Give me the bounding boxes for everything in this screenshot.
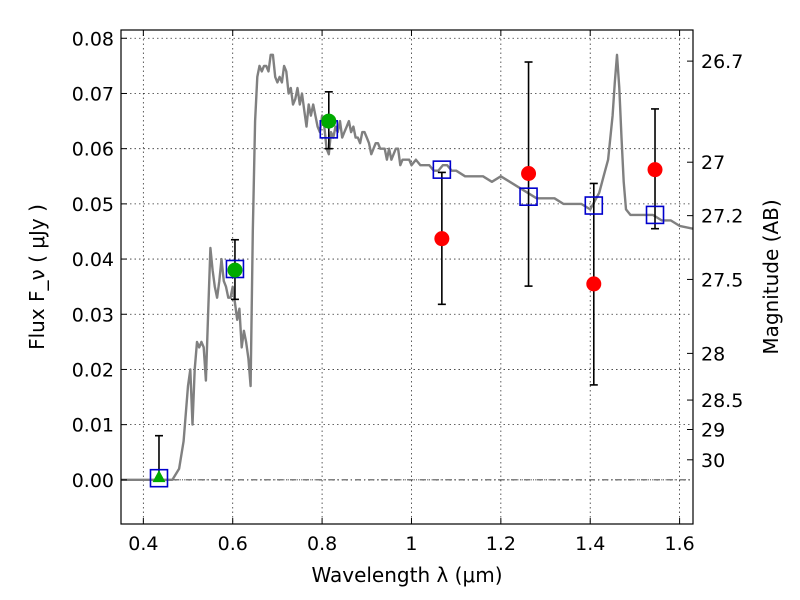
y-tick-label: 0.03	[72, 304, 114, 326]
model-band-point	[149, 468, 169, 488]
right-tick-label: 28.5	[701, 390, 743, 412]
y-tick-label: 0.00	[72, 470, 114, 492]
y-tick-label: 0.05	[72, 194, 114, 216]
green-point	[321, 113, 337, 129]
x-tick-label: 1.6	[664, 533, 694, 555]
green-point	[227, 262, 243, 278]
x-tick-label: 1	[405, 533, 417, 555]
y-tick-label: 0.07	[72, 83, 114, 105]
model-band-point	[432, 160, 452, 179]
right-tick-label: 27	[701, 152, 725, 174]
observed-point	[434, 231, 450, 247]
model-band-point	[584, 196, 604, 215]
upper-limit-point	[152, 470, 166, 483]
model-band-point	[645, 205, 665, 225]
y-tick-label: 0.06	[72, 139, 114, 161]
right-tick-label: 26.7	[701, 51, 743, 73]
plot-area	[121, 53, 693, 488]
grid-lines	[121, 30, 693, 524]
right-axis-label: Magnitude (AB)	[759, 199, 783, 354]
right-tick-label: 27.2	[701, 206, 743, 228]
x-tick-label: 0.6	[218, 533, 248, 555]
model-spectrum-line	[121, 53, 693, 481]
observed-point	[586, 276, 602, 292]
x-axis-label: Wavelength λ (μm)	[311, 563, 502, 587]
y-axis-label: Flux F_ν ( μJy )	[25, 204, 49, 350]
observed-point	[647, 162, 663, 178]
observed-point	[521, 166, 537, 182]
axis-ticks: 0.4 0.6 0.8 1 1.2 1.4 1.6 0.00 0.01 0.02 0.03 0.04 0…	[72, 28, 744, 555]
x-tick-label: 0.4	[128, 533, 158, 555]
plot-frame	[120, 29, 694, 525]
right-tick-label: 28	[701, 343, 725, 365]
x-tick-label: 1.2	[486, 533, 516, 555]
x-tick-label: 1.4	[575, 533, 605, 555]
right-tick-label: 27.5	[701, 269, 743, 291]
y-tick-label: 0.04	[72, 249, 114, 271]
right-tick-label: 29	[701, 420, 725, 442]
model-band-point	[519, 187, 538, 206]
y-tick-label: 0.02	[72, 359, 114, 381]
y-tick-label: 0.08	[72, 28, 114, 50]
y-tick-label: 0.01	[72, 415, 114, 437]
x-tick-label: 0.8	[307, 533, 337, 555]
right-tick-label: 30	[701, 450, 725, 472]
